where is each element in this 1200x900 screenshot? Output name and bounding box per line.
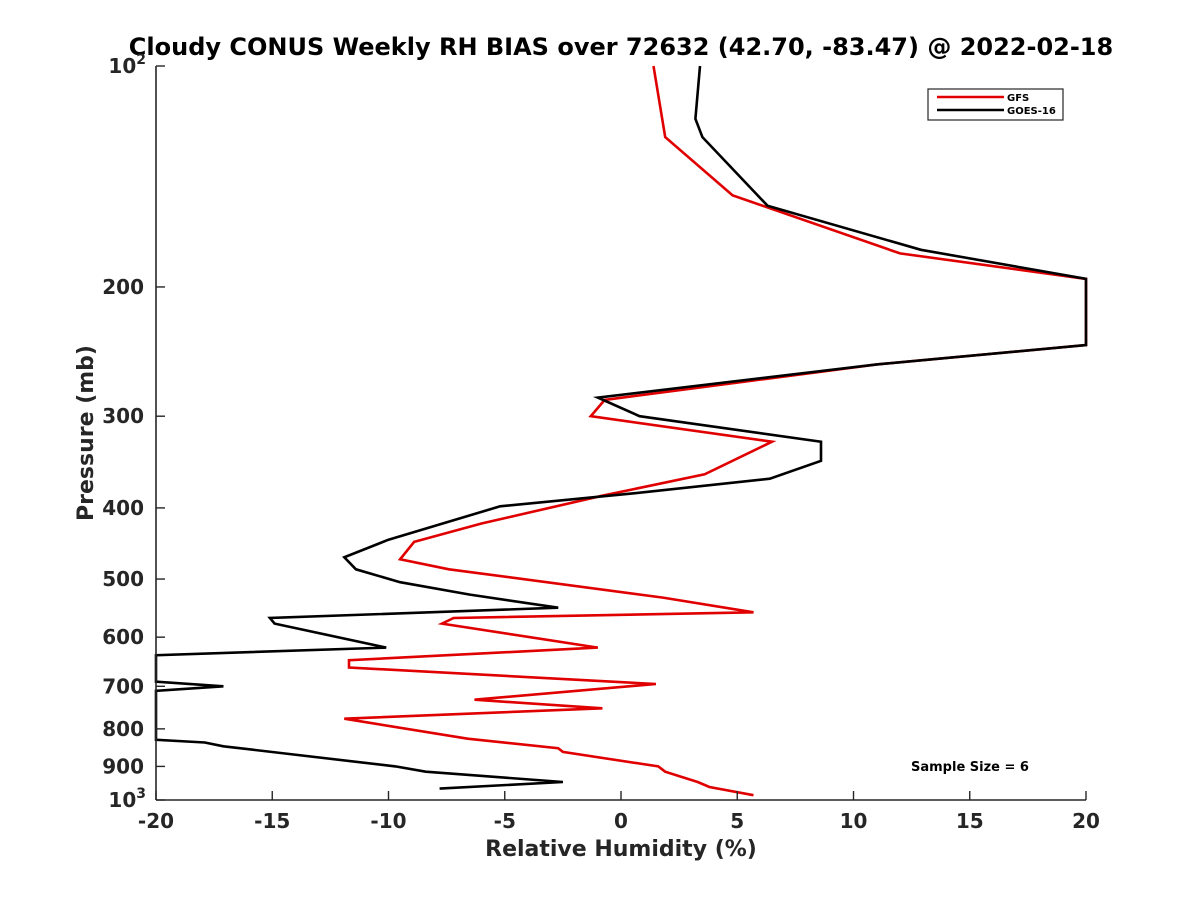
x-tick-label: 5 bbox=[730, 809, 744, 833]
x-tick-label: 15 bbox=[956, 809, 984, 833]
x-axis-label: Relative Humidity (%) bbox=[485, 837, 757, 862]
legend-box bbox=[927, 88, 1064, 121]
chart-title: Cloudy CONUS Weekly RH BIAS over 72632 (… bbox=[129, 33, 1113, 61]
x-tick-label: -5 bbox=[494, 809, 516, 833]
y-tick-label: 600 bbox=[102, 625, 144, 649]
y-tick-label: 103 bbox=[108, 786, 146, 812]
y-tick-label: 400 bbox=[102, 496, 144, 520]
x-tick-label: -10 bbox=[370, 809, 406, 833]
x-ticks: -20 -15 -10 -5 0 5 10 15 20 bbox=[138, 791, 1100, 833]
y-tick-label: 800 bbox=[102, 717, 144, 741]
y-tick-label: 300 bbox=[102, 404, 144, 428]
plot-background bbox=[156, 66, 1086, 800]
y-tick-label: 900 bbox=[102, 754, 144, 778]
x-tick-label: -15 bbox=[254, 809, 290, 833]
y-ticks: 102 200 300 400 500 600 700 800 900 103 bbox=[102, 52, 165, 812]
legend: GFS GOES-16 bbox=[927, 88, 1064, 121]
plot-area: -20 -15 -10 -5 0 5 10 15 20 102 200 300 400 500 600 70… bbox=[102, 52, 1100, 833]
x-tick-label: -20 bbox=[138, 809, 174, 833]
sample-size-annotation: Sample Size = 6 bbox=[911, 760, 1029, 775]
y-tick-label: 200 bbox=[102, 275, 144, 299]
x-tick-label: 0 bbox=[614, 809, 628, 833]
y-tick-label: 700 bbox=[102, 674, 144, 698]
x-tick-label: 20 bbox=[1072, 809, 1100, 833]
y-tick-label: 500 bbox=[102, 567, 144, 591]
legend-label-gfs: GFS bbox=[1007, 93, 1029, 104]
x-tick-label: 10 bbox=[840, 809, 868, 833]
y-axis-label: Pressure (mb) bbox=[74, 345, 99, 521]
legend-label-goes16: GOES-16 bbox=[1007, 106, 1056, 117]
y-tick-label: 102 bbox=[108, 52, 146, 78]
